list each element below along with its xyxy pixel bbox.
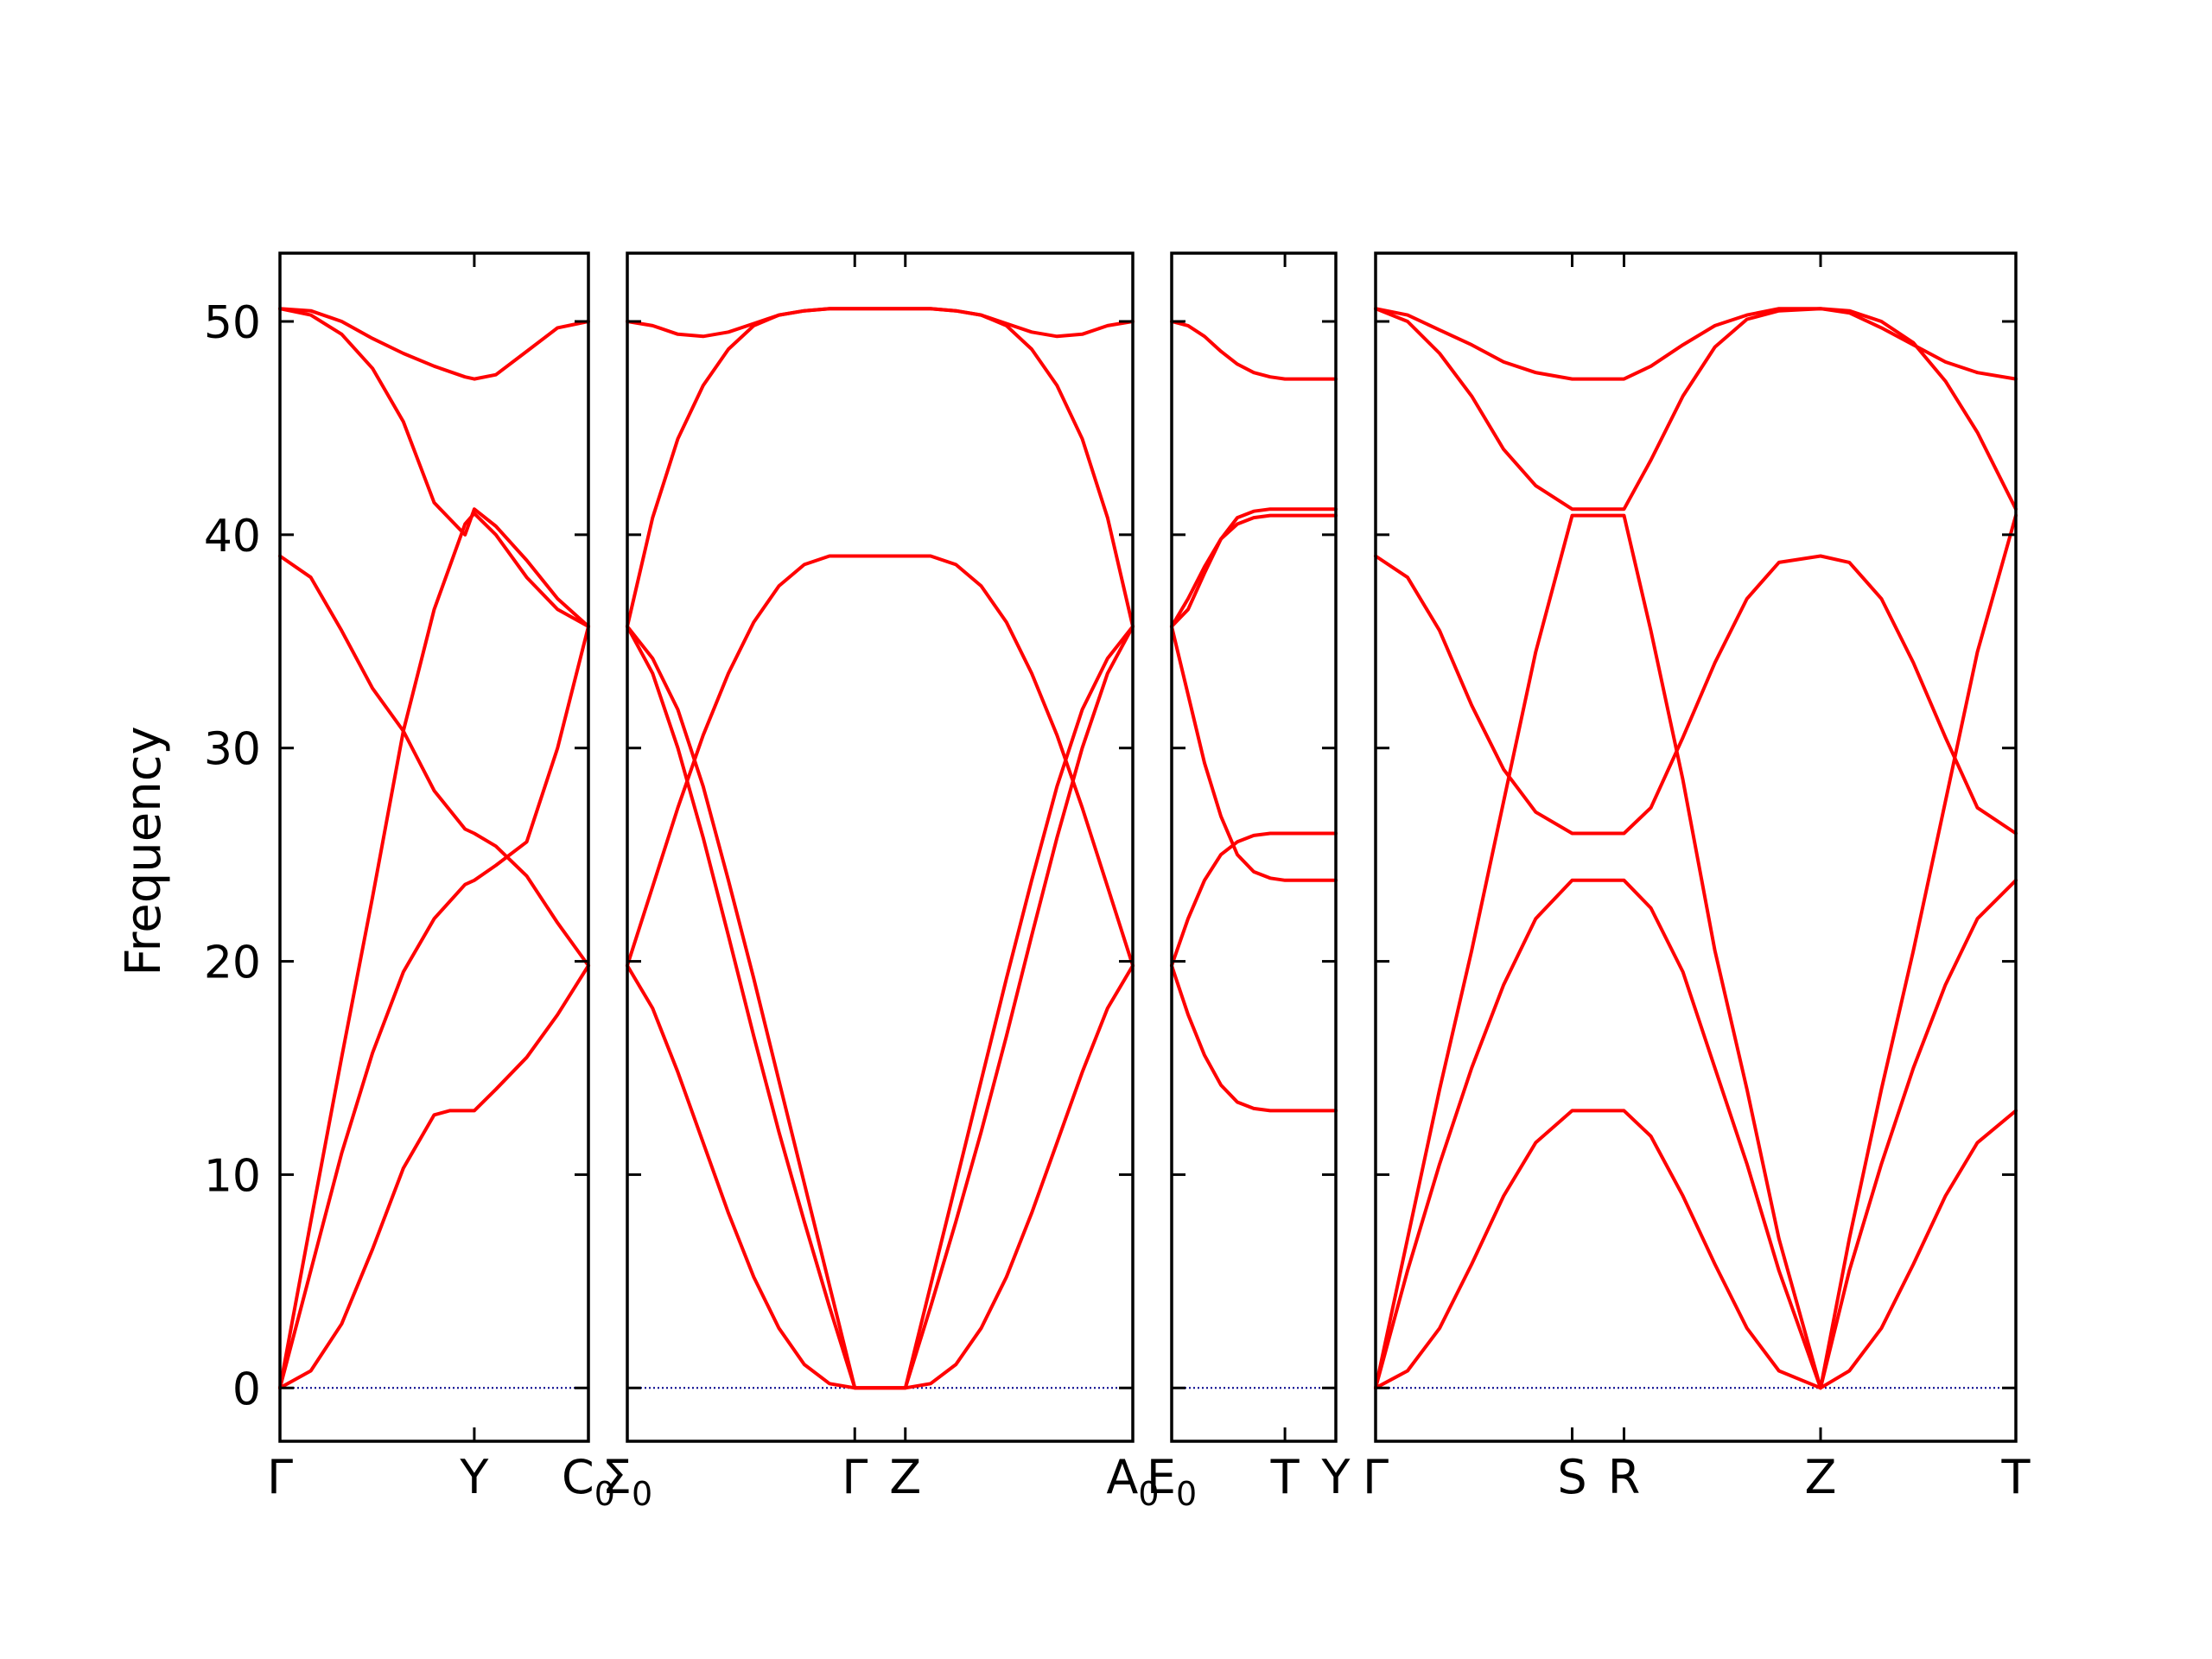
- y-tick-label: 0: [232, 1363, 261, 1415]
- panel-frame: [1170, 251, 1338, 1443]
- band-line-1: [1170, 963, 1338, 1113]
- x-tick-label-subscript: 0: [632, 1475, 652, 1513]
- y-tick-label: 10: [204, 1150, 261, 1202]
- y-tick-label: 50: [204, 297, 261, 349]
- x-tick-label: Y: [459, 1450, 489, 1504]
- x-tick-label: E0: [1147, 1450, 1197, 1513]
- x-tick-label: Γ: [842, 1450, 868, 1504]
- x-tick-label: S: [1557, 1450, 1586, 1504]
- band-line-2: [278, 625, 590, 1390]
- band-line-2: [626, 554, 1135, 968]
- panel-frame: [626, 251, 1135, 1443]
- y-tick-label: 40: [204, 511, 261, 563]
- band-line-2: [1374, 878, 2018, 1390]
- band-line-3: [278, 512, 590, 1390]
- x-tick-label: R: [1608, 1450, 1641, 1504]
- x-tick-label-subscript: 0: [1176, 1475, 1197, 1513]
- band-line-4: [1374, 554, 2018, 836]
- panel-frame: [278, 251, 590, 1443]
- x-tick-label: T: [2001, 1450, 2031, 1504]
- x-tick-label-subscript: 0: [1138, 1475, 1159, 1513]
- y-tick-label: 20: [204, 938, 261, 989]
- y-tick-label: 30: [204, 724, 261, 776]
- band-line-3: [626, 307, 1135, 628]
- band-line-5: [1170, 507, 1338, 628]
- panel-frame: [1374, 251, 2018, 1443]
- band-line-3: [1170, 625, 1338, 882]
- band-line-5: [626, 625, 1135, 1390]
- band-line-2: [1170, 831, 1338, 968]
- x-tick-label: Y: [1321, 1450, 1351, 1504]
- band-line-4: [626, 307, 1135, 339]
- panel-3: E0 T Y: [1147, 251, 1351, 1513]
- x-tick-label: Γ: [267, 1450, 293, 1504]
- band-line-5: [1374, 307, 2018, 512]
- band-line-1: [278, 963, 590, 1390]
- x-tick-label: T: [1270, 1450, 1300, 1504]
- band-line-1: [1374, 1109, 2018, 1390]
- band-line-4: [1170, 513, 1338, 628]
- band-line-6: [1170, 320, 1338, 381]
- x-tick-label: Σ0: [602, 1450, 652, 1513]
- band-line-6: [278, 307, 590, 381]
- band-line-5: [278, 307, 590, 628]
- x-tick-label: Z: [1804, 1450, 1836, 1504]
- y-axis-label: Frequency: [116, 726, 172, 976]
- x-tick-label: Z: [889, 1450, 921, 1504]
- band-line-3: [1374, 513, 2018, 1390]
- panel-2: Σ0 Γ Z A0: [602, 251, 1160, 1513]
- band-line-6: [626, 625, 1135, 1390]
- band-line-6: [1374, 307, 2018, 381]
- x-tick-label-subscript: 0: [594, 1475, 615, 1513]
- band-line-1: [626, 963, 1135, 1390]
- x-tick-label: A0: [1106, 1450, 1159, 1513]
- y-axis-label-group: Frequency: [116, 726, 172, 976]
- x-tick-label: Γ: [1363, 1450, 1389, 1504]
- band-line-4: [278, 554, 590, 968]
